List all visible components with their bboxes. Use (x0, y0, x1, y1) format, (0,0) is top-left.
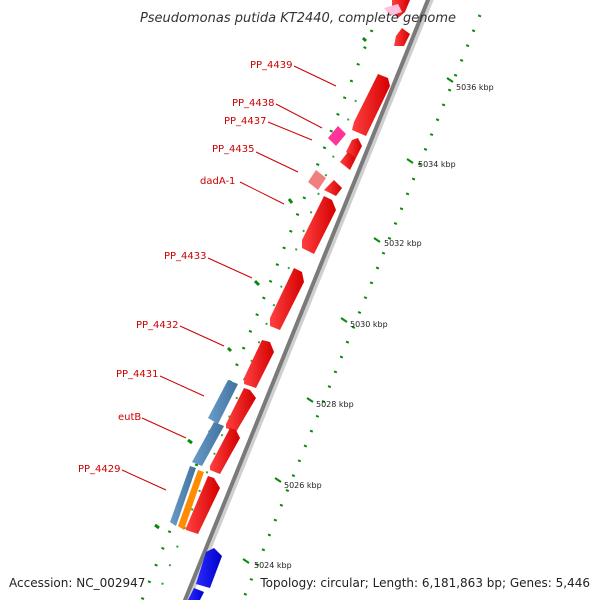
kbp-label-5032: 5032 kbp (384, 239, 422, 248)
gene-arrow-pp4437[interactable] (346, 138, 362, 158)
inner-tick-track (140, 29, 374, 600)
kbp-label-5036: 5036 kbp (456, 83, 494, 92)
gene-label-pp4437[interactable]: PP_4437 (224, 116, 267, 127)
map-title: Pseudomonas putida KT2440, complete geno… (140, 11, 456, 26)
gene-lightred-pp4435[interactable] (308, 170, 326, 190)
kbp-label-5028: 5028 kbp (316, 400, 354, 409)
gene-pink-top[interactable] (384, 4, 402, 16)
gene-pink-pp4438[interactable] (328, 126, 346, 146)
gene-label-pp4433[interactable]: PP_4433 (164, 251, 207, 262)
gene-arrow-pp4433[interactable] (302, 196, 336, 254)
gene-label-pp4435[interactable]: PP_4435 (212, 144, 255, 155)
kbp-label-5024: 5024 kbp (254, 561, 292, 570)
orf-pp4429-blue[interactable] (170, 466, 196, 526)
gene-arrow-pp4431[interactable] (244, 340, 274, 388)
gene-arrow-pp4435[interactable] (340, 152, 356, 170)
orf-pp4429-orange[interactable] (178, 470, 204, 530)
accession-text: Accession: NC_002947 (9, 576, 145, 590)
kbp-label-5034: 5034 kbp (418, 160, 456, 169)
gene-arrow-blue-2[interactable] (188, 588, 204, 600)
major-ticks (242, 77, 454, 564)
gene-label-dada1[interactable]: dadA-1 (200, 176, 235, 187)
gene-label-pp4429[interactable]: PP_4429 (78, 464, 121, 475)
gene-label-eutb[interactable]: eutB (118, 412, 141, 423)
gene-arrow-pp4432[interactable] (270, 268, 304, 330)
orf-eutb[interactable] (192, 422, 224, 466)
gene-arrow-dada1[interactable] (324, 180, 342, 196)
gene-label-pp4431[interactable]: PP_4431 (116, 369, 159, 380)
inner-orf-track (155, 99, 357, 600)
gene-arrow-pp4439[interactable] (352, 74, 390, 136)
gene-label-pp4438[interactable]: PP_4438 (232, 98, 275, 109)
topology-text: Topology: circular; Length: 6,181,863 bp… (259, 576, 590, 590)
orf-pp4431[interactable] (208, 380, 238, 424)
gene-arrow-eutb[interactable] (226, 388, 256, 432)
gene-arrow-pp4429[interactable] (186, 476, 220, 534)
leader-lines (121, 65, 337, 491)
gene-arrow-top-2[interactable] (394, 28, 410, 46)
kbp-label-5026: 5026 kbp (284, 481, 322, 490)
orf-blocks (170, 380, 238, 530)
kbp-label-5030: 5030 kbp (350, 320, 388, 329)
backbone (182, 0, 431, 600)
gene-label-pp4432[interactable]: PP_4432 (136, 320, 179, 331)
forward-genes (186, 0, 410, 534)
inner-features (154, 36, 368, 530)
gene-arrow-blue-1[interactable] (196, 548, 222, 588)
gene-arrow-4[interactable] (210, 428, 240, 474)
gene-label-pp4439[interactable]: PP_4439 (250, 60, 293, 71)
